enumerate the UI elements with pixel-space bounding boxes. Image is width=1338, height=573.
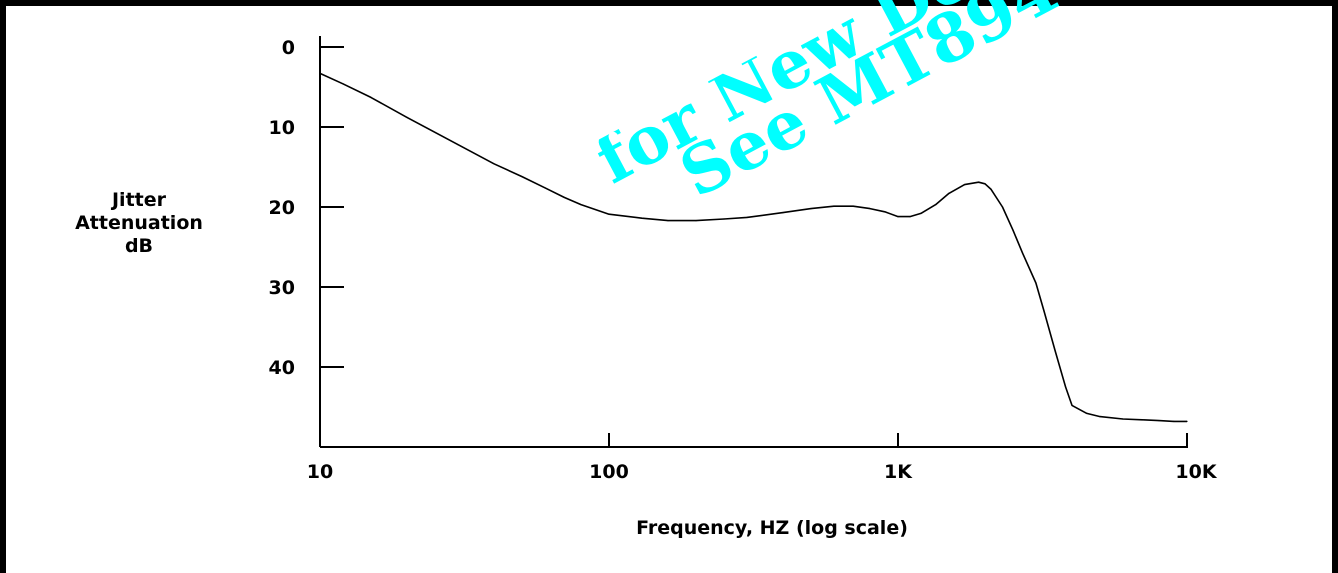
- series-0-point-18: [833, 205, 835, 207]
- x-tick-label-2: 1K: [884, 461, 913, 483]
- y-tick-label-1: 10: [269, 117, 295, 139]
- y-axis-title-line-1: Jitter: [110, 189, 167, 211]
- series-0-point-3: [406, 116, 408, 118]
- series-0-point-38: [1071, 404, 1073, 406]
- series-group: [319, 72, 1188, 423]
- series-0-point-33: [1022, 252, 1024, 254]
- series-line-0: [319, 72, 1187, 423]
- y-axis-title: Jitter Attenuation dB: [75, 189, 203, 257]
- x-tick-label-3: 10K: [1175, 461, 1217, 483]
- x-axis-title: Frequency, HZ (log scale): [636, 517, 908, 539]
- series-0-point-35: [1043, 310, 1045, 312]
- series-0-point-39: [1086, 412, 1088, 414]
- series-0-point-28: [978, 181, 980, 183]
- series-0-point-14: [723, 218, 725, 220]
- series-0-point-42: [1141, 419, 1143, 421]
- series-0-point-12: [667, 220, 669, 222]
- series-0-point-6: [521, 176, 523, 178]
- y-tick-label-4: 40: [269, 357, 295, 379]
- series-0-point-24: [920, 212, 922, 214]
- series-0-point-13: [695, 220, 697, 222]
- series-0-point-36: [1054, 350, 1056, 352]
- series-0-point-30: [990, 188, 992, 190]
- series-0-point-21: [884, 211, 886, 213]
- series-0-point-45: [1186, 420, 1188, 422]
- series-0-point-25: [935, 204, 937, 206]
- axes: [319, 36, 1188, 448]
- series-0-point-26: [948, 192, 950, 194]
- series-0-point-1: [342, 83, 344, 85]
- series-0-point-4: [457, 144, 459, 146]
- series-0-point-2: [370, 96, 372, 98]
- series-0-point-27: [964, 184, 966, 186]
- y-tick-label-2: 20: [269, 197, 295, 219]
- series-0-point-10: [608, 213, 610, 215]
- series-0-point-11: [641, 217, 643, 219]
- tick-labels: 0 10 20 30 40 10 100 1K 10K: [269, 37, 1218, 483]
- series-0-point-19: [852, 205, 854, 207]
- series-0-point-29: [984, 183, 986, 185]
- series-0-point-8: [563, 196, 565, 198]
- series-0-point-17: [810, 208, 812, 210]
- watermark-line-3: See MT8941B: [667, 0, 1159, 213]
- series-0-point-44: [1173, 420, 1175, 422]
- tick-marks: [319, 46, 1188, 447]
- series-0-point-16: [782, 212, 784, 214]
- series-0-point-41: [1122, 418, 1124, 420]
- y-tick-label-3: 30: [269, 277, 295, 299]
- series-0-point-32: [1012, 229, 1014, 231]
- series-0-point-5: [493, 163, 495, 165]
- watermark: Not Recommended for New Designs See MT89…: [513, 0, 1160, 213]
- series-0-point-9: [580, 204, 582, 206]
- series-0-point-40: [1099, 416, 1101, 418]
- y-tick-label-0: 0: [282, 37, 295, 59]
- series-0-point-20: [869, 208, 871, 210]
- series-0-point-15: [746, 216, 748, 218]
- series-0-point-0: [319, 72, 321, 74]
- y-axis-title-line-3: dB: [125, 235, 153, 257]
- series-0-point-31: [1001, 206, 1004, 208]
- series-0-point-23: [909, 216, 911, 218]
- y-axis-title-line-2: Attenuation: [75, 212, 203, 234]
- series-0-point-34: [1035, 282, 1037, 284]
- x-tick-label-1: 100: [589, 461, 629, 483]
- series-0-point-43: [1158, 420, 1160, 422]
- x-tick-label-0: 10: [307, 461, 333, 483]
- series-0-point-7: [544, 187, 546, 189]
- series-0-point-22: [897, 216, 899, 218]
- series-0-point-37: [1065, 386, 1067, 388]
